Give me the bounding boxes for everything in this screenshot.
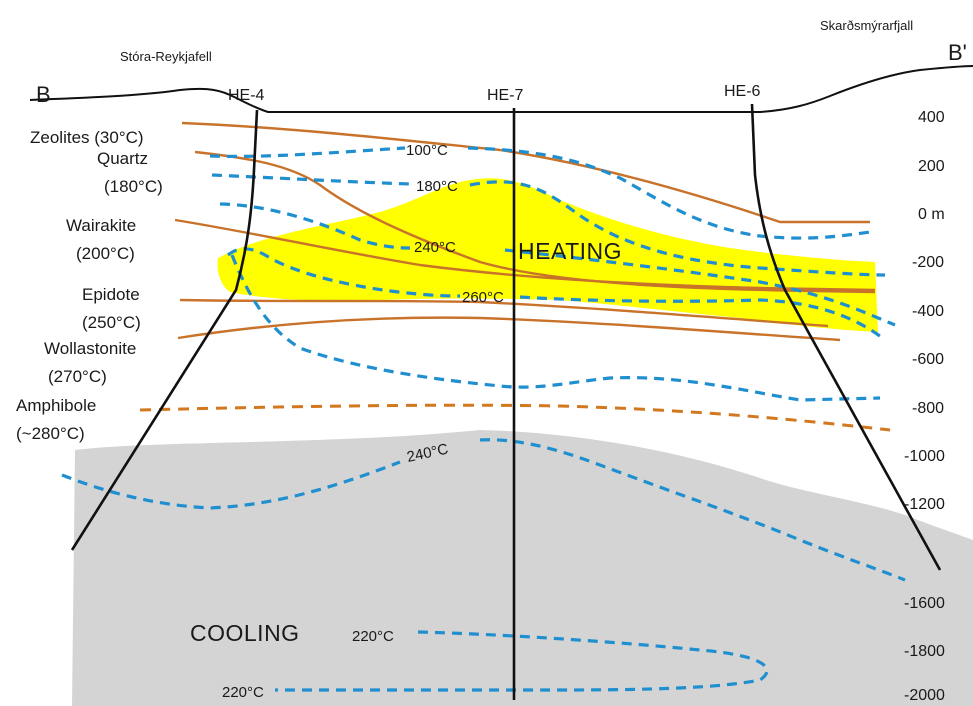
isotherm-240-lower-left [61, 460, 401, 510]
isotherm-label-260: 260°C [462, 289, 504, 306]
ground-surface [29, 65, 973, 113]
isotherm-180-left [211, 173, 411, 186]
isotherm-240-upper-right [504, 248, 896, 327]
section-start-label: B [36, 82, 51, 107]
depth-tick-minus-800: -800 [912, 400, 944, 417]
mineral-label-zeolites: Zeolites (30°C) [30, 128, 144, 147]
well-label-he-7: HE-7 [487, 87, 524, 104]
zone-label-heating: HEATING [518, 238, 622, 264]
well-label-he-4: HE-4 [228, 87, 265, 104]
peak-right-label: Skarðsmýrarfjall [820, 18, 913, 33]
mineral-label-amphibole: Amphibole [16, 396, 96, 415]
depth-tick-minus-1200: -1200 [904, 496, 945, 513]
wollastonite-line [177, 316, 841, 342]
zeolite-line [181, 121, 870, 224]
mineral-temp-wollastonite: (270°C) [48, 367, 107, 386]
depth-tick-0: 0 m [918, 206, 945, 223]
zone-label-cooling: COOLING [190, 620, 300, 646]
isotherm-deep-shallow [230, 254, 881, 402]
isotherm-240-upper-left [219, 202, 411, 250]
depth-tick-minus-600: -600 [912, 351, 944, 368]
isotherm-label-220-a: 220°C [352, 628, 394, 645]
mineral-label-epidote: Epidote [82, 285, 140, 304]
mineral-label-wairakite: Wairakite [66, 216, 136, 235]
isotherm-100-left [209, 146, 406, 158]
section-end-label: B' [948, 40, 967, 65]
depth-tick-400: 400 [918, 109, 945, 126]
isotherm-100-right [467, 146, 871, 240]
depth-tick-minus-2000: -2000 [904, 687, 945, 704]
peak-left-label: Stóra-Reykjafell [120, 49, 212, 64]
isotherm-260-right [519, 295, 886, 342]
mineral-temp-epidote: (250°C) [82, 313, 141, 332]
mineral-label-wollastonite: Wollastonite [44, 339, 136, 358]
isotherm-220-loop [275, 630, 769, 692]
isotherm-label-180: 180°C [416, 178, 458, 195]
cooling-zone [72, 430, 973, 706]
isotherm-label-240-upper: 240°C [414, 239, 456, 256]
well-he-4-trace [70, 109, 259, 551]
isotherm-240-lower-right [479, 438, 906, 582]
mineral-temp-wairakite: (200°C) [76, 244, 135, 263]
depth-tick-minus-200: -200 [912, 254, 944, 271]
depth-tick-minus-1600: -1600 [904, 595, 945, 612]
depth-axis: 400 200 0 m -200 -400 -600 -800 -1000 -1… [904, 109, 945, 704]
well-label-he-6: HE-6 [724, 83, 761, 100]
wairakite-line [174, 218, 876, 292]
isotherm-label-100: 100°C [406, 142, 448, 159]
epidote-line [179, 298, 829, 328]
isotherm-label-220-b: 220°C [222, 684, 264, 701]
well-he-6-trace [750, 103, 942, 571]
depth-tick-200: 200 [918, 158, 945, 175]
depth-tick-minus-400: -400 [912, 303, 944, 320]
mineral-temp-amphibole: (~280°C) [16, 424, 85, 443]
mineral-lines [174, 121, 876, 342]
isotherms [61, 146, 906, 692]
quartz-line [194, 150, 876, 294]
isotherm-260-left [226, 247, 461, 298]
mineral-label-quartz: Quartz [97, 149, 148, 168]
wells [70, 103, 942, 700]
isotherm-180-right [469, 180, 886, 277]
depth-tick-minus-1000: -1000 [904, 448, 945, 465]
amphibole-line [139, 403, 891, 432]
mineral-temp-quartz: (180°C) [104, 177, 163, 196]
depth-tick-minus-1800: -1800 [904, 643, 945, 660]
